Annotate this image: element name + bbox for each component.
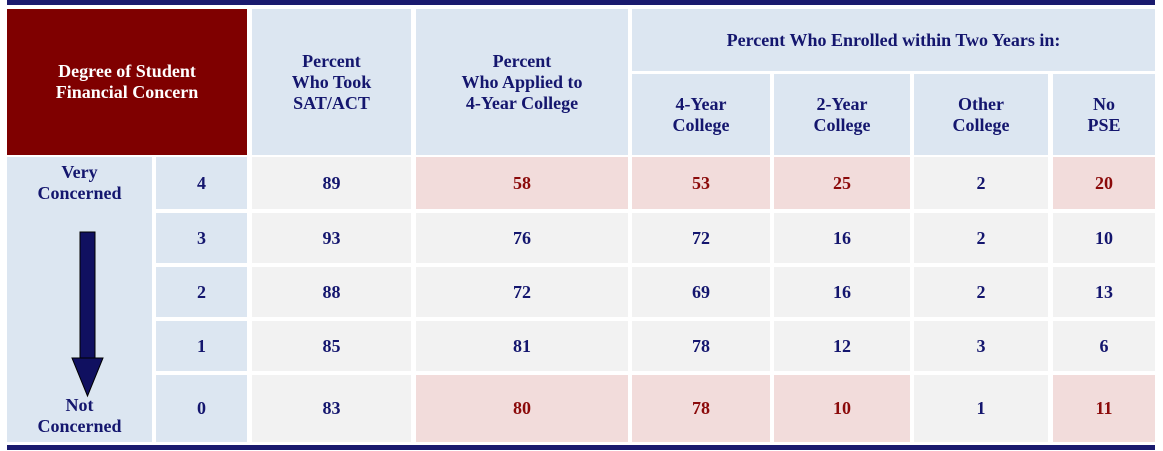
value-cell: 16 bbox=[774, 213, 910, 263]
level-cell: 3 bbox=[156, 213, 247, 263]
value-cell: 10 bbox=[1053, 213, 1155, 263]
sub-header: Other College bbox=[914, 74, 1048, 155]
value-cell: 13 bbox=[1053, 267, 1155, 317]
value-cell: 72 bbox=[416, 267, 628, 317]
scale-top: Very Concerned bbox=[37, 162, 122, 203]
value-cell: 3 bbox=[914, 321, 1048, 371]
sub-header: 2-Year College bbox=[774, 74, 910, 155]
value-cell: 78 bbox=[632, 375, 770, 442]
level-cell: 4 bbox=[156, 157, 247, 209]
value-cell: 83 bbox=[252, 375, 411, 442]
value-cell: 2 bbox=[914, 213, 1048, 263]
level-cell: 1 bbox=[156, 321, 247, 371]
applied-header: Percent Who Applied to 4-Year College bbox=[416, 9, 628, 155]
value-cell: 89 bbox=[252, 157, 411, 209]
value-cell: 80 bbox=[416, 375, 628, 442]
enrolled-header: Percent Who Enrolled within Two Years in… bbox=[632, 9, 1155, 71]
value-cell: 1 bbox=[914, 375, 1048, 442]
value-cell: 88 bbox=[252, 267, 411, 317]
took-header: Percent Who Took SAT/ACT bbox=[252, 9, 411, 155]
value-cell: 25 bbox=[774, 157, 910, 209]
value-cell: 72 bbox=[632, 213, 770, 263]
value-cell: 58 bbox=[416, 157, 628, 209]
degree-header: Degree of Student Financial Concern bbox=[7, 9, 247, 155]
level-cell: 0 bbox=[156, 375, 247, 442]
value-cell: 2 bbox=[914, 267, 1048, 317]
value-cell: 6 bbox=[1053, 321, 1155, 371]
value-cell: 85 bbox=[252, 321, 411, 371]
bottom-border bbox=[7, 445, 1155, 450]
level-cell: 2 bbox=[156, 267, 247, 317]
value-cell: 78 bbox=[632, 321, 770, 371]
value-cell: 10 bbox=[774, 375, 910, 442]
scale-bottom: Not Concerned bbox=[37, 395, 122, 436]
value-cell: 81 bbox=[416, 321, 628, 371]
value-cell: 53 bbox=[632, 157, 770, 209]
value-cell: 11 bbox=[1053, 375, 1155, 442]
value-cell: 20 bbox=[1053, 157, 1155, 209]
value-cell: 16 bbox=[774, 267, 910, 317]
sub-header: No PSE bbox=[1053, 74, 1155, 155]
value-cell: 76 bbox=[416, 213, 628, 263]
sub-header: 4-Year College bbox=[632, 74, 770, 155]
value-cell: 93 bbox=[252, 213, 411, 263]
value-cell: 69 bbox=[632, 267, 770, 317]
top-border bbox=[7, 0, 1155, 5]
arrow bbox=[71, 231, 104, 398]
value-cell: 12 bbox=[774, 321, 910, 371]
value-cell: 2 bbox=[914, 157, 1048, 209]
